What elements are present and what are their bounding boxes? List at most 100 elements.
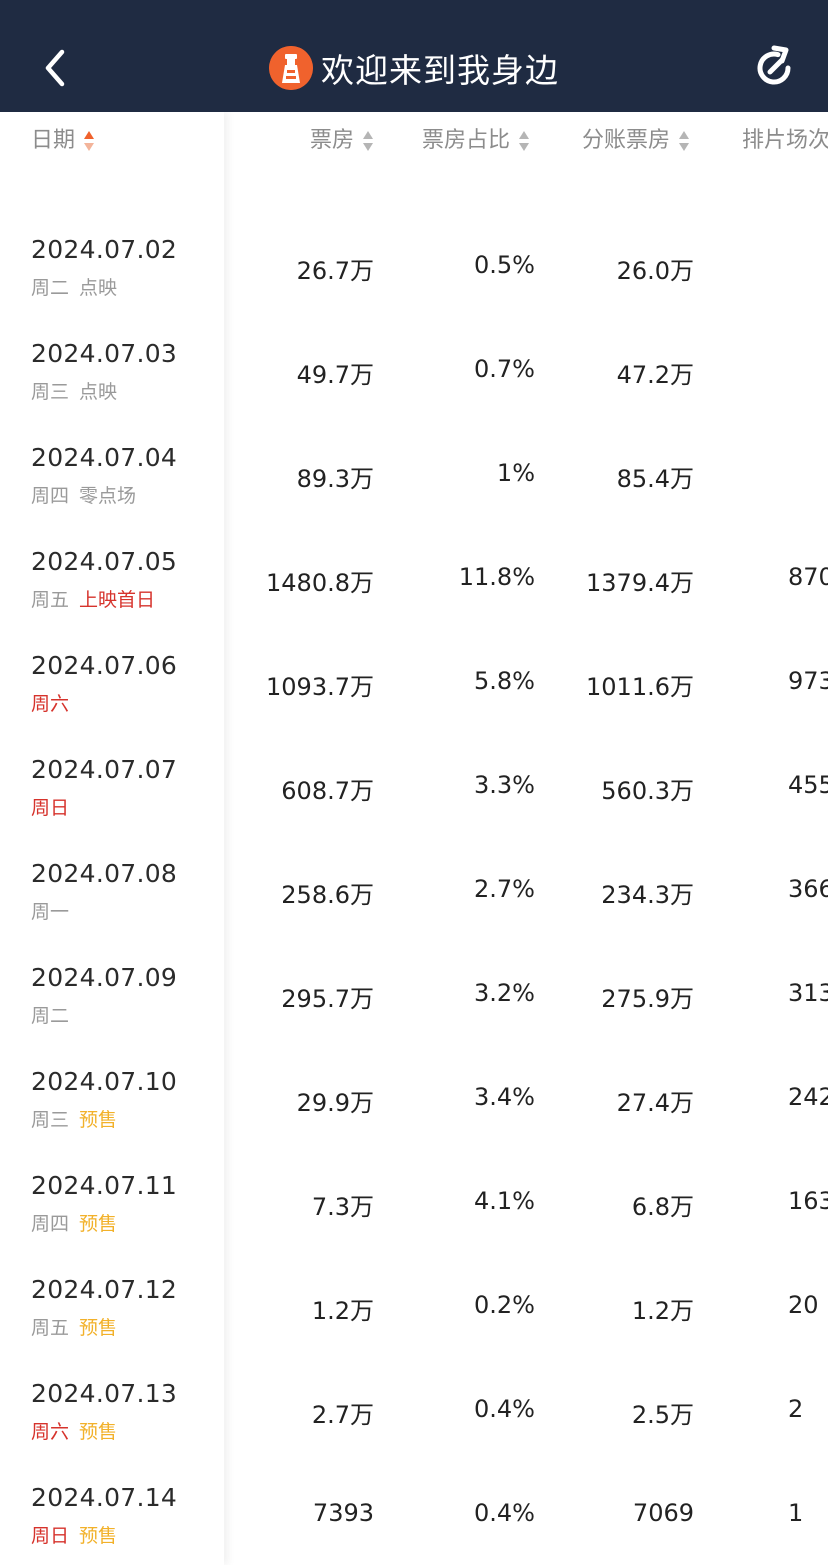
share-cell: 3.2% bbox=[474, 979, 535, 1007]
weekday-label: 周四 bbox=[31, 1213, 70, 1235]
date-cell: 2024.07.07 bbox=[31, 755, 178, 784]
shows-cell: 870 bbox=[788, 563, 828, 591]
split-box-office-cell: 85.4万 bbox=[616, 465, 694, 493]
box-office-cell: 2.7万 bbox=[311, 1401, 374, 1429]
date-cell: 2024.07.02 bbox=[31, 235, 178, 264]
date-subtitle: 周四 预售 bbox=[31, 1209, 117, 1236]
share-cell: 3.4% bbox=[474, 1083, 535, 1111]
box-office-cell: 608.7万 bbox=[281, 777, 374, 805]
column-header-shows[interactable]: 排片场次 bbox=[742, 124, 828, 158]
split-box-office-cell: 234.3万 bbox=[601, 881, 694, 909]
column-header-date[interactable]: 日期 bbox=[31, 124, 95, 158]
split-box-office-cell: 1379.4万 bbox=[586, 569, 694, 597]
sort-icon bbox=[518, 130, 530, 152]
back-button[interactable] bbox=[34, 40, 78, 96]
weekday-label: 周六 bbox=[31, 693, 70, 715]
split-box-office-cell: 1011.6万 bbox=[586, 673, 694, 701]
weekday-label: 周三 bbox=[31, 381, 70, 403]
release-tag: 预售 bbox=[79, 1525, 118, 1547]
box-office-cell: 295.7万 bbox=[281, 985, 374, 1013]
weekday-label: 周六 bbox=[31, 1421, 70, 1443]
date-cell: 2024.07.03 bbox=[31, 339, 178, 368]
shows-cell: 2 bbox=[788, 1395, 804, 1423]
date-subtitle: 周二 点映 bbox=[31, 273, 117, 300]
table-row[interactable]: 2024.07.06 周六 1093.7万 5.8% 1011.6万 973 bbox=[0, 651, 828, 755]
table-row[interactable]: 2024.07.11 周四 预售 7.3万 4.1% 6.8万 163 bbox=[0, 1171, 828, 1275]
share-cell: 0.5% bbox=[474, 251, 535, 279]
page-title: 欢迎来到我身边 bbox=[321, 51, 559, 90]
split-box-office-cell: 26.0万 bbox=[616, 257, 694, 285]
column-header-box-office[interactable]: 票房 bbox=[310, 124, 374, 158]
date-subtitle: 周四 零点场 bbox=[31, 481, 136, 508]
split-box-office-cell: 7069 bbox=[632, 1499, 694, 1527]
date-subtitle: 周六 bbox=[31, 689, 69, 716]
table-row[interactable]: 2024.07.08 周一 258.6万 2.7% 234.3万 366 bbox=[0, 859, 828, 963]
shows-cell: 313 bbox=[788, 979, 828, 1007]
table-row[interactable]: 2024.07.10 周三 预售 29.9万 3.4% 27.4万 242 bbox=[0, 1067, 828, 1171]
frozen-date-column bbox=[0, 112, 224, 1565]
table-row[interactable]: 2024.07.09 周二 295.7万 3.2% 275.9万 313 bbox=[0, 963, 828, 1067]
shows-cell: 973 bbox=[788, 667, 828, 695]
sort-icon bbox=[83, 130, 95, 152]
share-cell: 0.4% bbox=[474, 1499, 535, 1527]
share-cell: 4.1% bbox=[474, 1187, 535, 1215]
shows-cell: 455 bbox=[788, 771, 828, 799]
share-cell: 0.7% bbox=[474, 355, 535, 383]
weekday-label: 周一 bbox=[31, 901, 70, 923]
shows-cell: 20 bbox=[788, 1291, 819, 1319]
date-subtitle: 周五 上映首日 bbox=[31, 585, 155, 612]
split-box-office-cell: 27.4万 bbox=[616, 1089, 694, 1117]
share-cell: 2.7% bbox=[474, 875, 535, 903]
date-subtitle: 周三 预售 bbox=[31, 1105, 117, 1132]
column-header-label: 日期 bbox=[31, 128, 76, 153]
date-cell: 2024.07.10 bbox=[31, 1067, 178, 1096]
table-row[interactable]: 2024.07.07 周日 608.7万 3.3% 560.3万 455 bbox=[0, 755, 828, 859]
chevron-left-icon bbox=[45, 49, 65, 87]
table-row[interactable]: 2024.07.05 周五 上映首日 1480.8万 11.8% 1379.4万 870 bbox=[0, 547, 828, 651]
date-subtitle: 周五 预售 bbox=[31, 1313, 117, 1340]
table-row[interactable]: 2024.07.04 周四 零点场 89.3万 1% 85.4万 bbox=[0, 443, 828, 547]
share-cell: 0.4% bbox=[474, 1395, 535, 1423]
split-box-office-cell: 6.8万 bbox=[631, 1193, 694, 1221]
date-subtitle: 周一 bbox=[31, 897, 69, 924]
date-subtitle: 周日 bbox=[31, 793, 69, 820]
date-cell: 2024.07.04 bbox=[31, 443, 178, 472]
weekday-label: 周五 bbox=[31, 1317, 70, 1339]
split-box-office-cell: 47.2万 bbox=[616, 361, 694, 389]
date-cell: 2024.07.12 bbox=[31, 1275, 178, 1304]
release-tag: 点映 bbox=[79, 381, 118, 403]
date-cell: 2024.07.09 bbox=[31, 963, 178, 992]
release-tag: 点映 bbox=[79, 277, 118, 299]
box-office-cell: 29.9万 bbox=[296, 1089, 374, 1117]
date-cell: 2024.07.06 bbox=[31, 651, 178, 680]
weekday-label: 周五 bbox=[31, 589, 70, 611]
box-office-cell: 89.3万 bbox=[296, 465, 374, 493]
sort-icon bbox=[678, 130, 690, 152]
split-box-office-cell: 275.9万 bbox=[601, 985, 694, 1013]
release-tag: 预售 bbox=[79, 1421, 118, 1443]
table-row[interactable]: 2024.07.12 周五 预售 1.2万 0.2% 1.2万 20 bbox=[0, 1275, 828, 1379]
split-box-office-cell: 2.5万 bbox=[631, 1401, 694, 1429]
table-row[interactable]: 2024.07.03 周三 点映 49.7万 0.7% 47.2万 bbox=[0, 339, 828, 443]
column-header-split-box-office[interactable]: 分账票房 bbox=[582, 124, 690, 158]
column-header-share[interactable]: 票房占比 bbox=[422, 124, 530, 158]
release-tag: 预售 bbox=[79, 1213, 118, 1235]
refresh-button[interactable] bbox=[748, 42, 800, 94]
refresh-icon bbox=[757, 45, 791, 85]
table-row[interactable]: 2024.07.14 周日 预售 7393 0.4% 7069 1 bbox=[0, 1483, 828, 1565]
table-row[interactable]: 2024.07.13 周六 预售 2.7万 0.4% 2.5万 2 bbox=[0, 1379, 828, 1483]
split-box-office-cell: 1.2万 bbox=[631, 1297, 694, 1325]
shows-cell: 163 bbox=[788, 1187, 828, 1215]
share-cell: 0.2% bbox=[474, 1291, 535, 1319]
box-office-cell: 26.7万 bbox=[296, 257, 374, 285]
column-header-label: 票房 bbox=[310, 128, 355, 153]
box-office-cell: 1.2万 bbox=[311, 1297, 374, 1325]
date-cell: 2024.07.11 bbox=[31, 1171, 178, 1200]
share-cell: 1% bbox=[496, 459, 535, 487]
box-office-cell: 1093.7万 bbox=[266, 673, 374, 701]
table-row[interactable]: 2024.07.02 周二 点映 26.7万 0.5% 26.0万 bbox=[0, 235, 828, 339]
share-cell: 3.3% bbox=[474, 771, 535, 799]
date-cell: 2024.07.14 bbox=[31, 1483, 178, 1512]
split-box-office-cell: 560.3万 bbox=[601, 777, 694, 805]
box-office-table: 日期 票房 票房占比 分账票房 排片场次 2024.07.02 周二 点映 26.7万… bbox=[0, 112, 828, 1565]
